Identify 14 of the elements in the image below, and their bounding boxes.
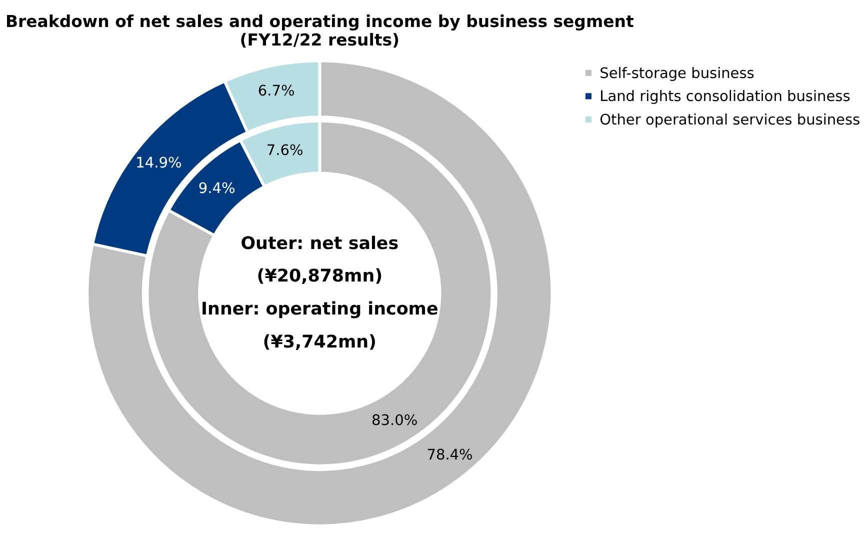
data-label: 14.9%: [136, 156, 182, 172]
data-label: 83.0%: [372, 412, 418, 429]
legend-label: Land rights consolidation business: [600, 89, 850, 106]
legend-label: Other operational services business: [600, 112, 860, 128]
legend-label: Self-storage business: [600, 66, 754, 82]
data-label: 78.4%: [426, 448, 473, 464]
text: Outer: net sales: [240, 234, 399, 254]
text: (¥20,878mn): [256, 266, 383, 287]
text: Inner: operating income: [201, 300, 438, 320]
chart-title: Breakdown of net sales and operating income by business segment (FY12/22 results): [5, 12, 634, 50]
data-label: 6.7%: [258, 83, 295, 100]
data-label: 9.4%: [198, 180, 236, 197]
data-label: 7.6%: [266, 143, 304, 160]
text: (¥3,742mn): [262, 332, 377, 353]
